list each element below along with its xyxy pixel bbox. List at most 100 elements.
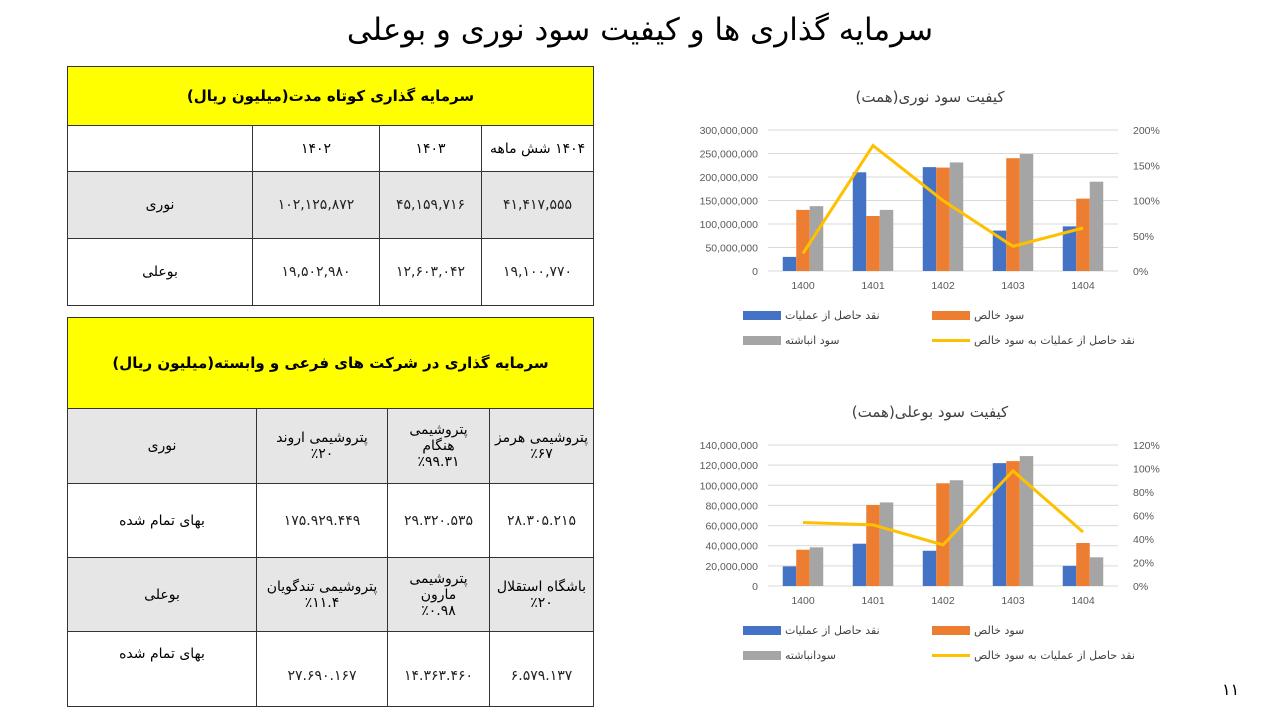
chart-plot: 0 20,000,000 40,000,000 60,000,000 80,000,00… <box>700 440 1160 607</box>
column-header: ۱۴۰۴ شش ماهه <box>481 125 595 172</box>
bar-1401-series-0 <box>852 543 867 586</box>
column-header: ۱۴۰۳ <box>379 125 483 172</box>
legend-item: سود انباشته <box>743 334 840 347</box>
company-cell: پتروشیمی هرمز ٪۶۷ <box>489 408 594 484</box>
bar-1402-series-1 <box>936 167 950 271</box>
y-tick-label: 100,000,000 <box>700 219 759 231</box>
cell: ۱۲,۶۰۳,۰۴۲ <box>379 238 483 306</box>
cell: ۲۹.۳۲۰.۵۳۵ <box>387 483 490 558</box>
bar-1403-series-0 <box>992 463 1007 586</box>
cell: ۱۴.۳۶۳.۴۶۰ <box>387 631 490 707</box>
bar-1400-series-1 <box>796 549 810 586</box>
legend-item: نقد حاصل از عملیات <box>743 309 880 322</box>
cell: ۴۵,۱۵۹,۷۱۶ <box>379 171 483 239</box>
x-tick-label: 1404 <box>1071 280 1095 292</box>
bar-1402-series-2 <box>949 480 964 586</box>
legend-item: سود خالص <box>932 309 1024 322</box>
company-cell: پتروشیمی تندگویان ٪۱۱.۴ <box>256 557 388 632</box>
bar-1402-series-2 <box>949 162 964 271</box>
y-tick-label: 100,000,000 <box>700 480 759 492</box>
row-label: بهای تمام شده <box>67 631 257 707</box>
bar-1403-series-2 <box>1019 456 1034 586</box>
company-cell: پتروشیمی هنگام ٪۹۹.۳۱ <box>387 408 490 484</box>
bar-1403-series-1 <box>1006 461 1020 586</box>
x-tick-label: 1402 <box>931 595 955 607</box>
legend-item: نقد حاصل از عملیات به سود خالص <box>932 649 1135 662</box>
y-tick-label: 300,000,000 <box>700 125 759 137</box>
bar-1400-series-0 <box>782 256 797 271</box>
legend-item: سودانباشته <box>743 649 836 662</box>
company-cell: پتروشیمی اروند ٪۲۰ <box>256 408 388 484</box>
y2-tick-label: 100% <box>1133 196 1160 208</box>
slide-title: سرمایه گذاری ها و کیفیت سود نوری و بوعلی <box>346 12 934 48</box>
y2-tick-label: 60% <box>1133 511 1154 523</box>
table-row: ۱۹,۱۰۰,۷۷۰ ۱۲,۶۰۳,۰۴۲ ۱۹,۵۰۲,۹۸۰ بوعلی <box>66 238 595 306</box>
bar-1404-series-2 <box>1089 557 1104 586</box>
y2-tick-label: 20% <box>1133 558 1154 570</box>
cost-row: ۲۸.۳۰۵.۲۱۵ ۲۹.۳۲۰.۵۳۵ ۱۷۵.۹۲۹.۴۴۹ بهای ت… <box>67 483 594 558</box>
y-tick-label: 0 <box>752 266 758 278</box>
row-label: بوعلی <box>67 557 257 632</box>
y-tick-label: 200,000,000 <box>700 172 759 184</box>
cell: ۲۷.۶۹۰.۱۶۷ <box>256 631 388 707</box>
legend-swatch <box>932 626 970 635</box>
bar-1400-series-2 <box>809 206 824 271</box>
bar-1404-series-0 <box>1062 565 1077 586</box>
legend-swatch <box>743 651 781 660</box>
column-header: ۱۴۰۲ <box>252 125 381 172</box>
bar-1404-series-1 <box>1076 198 1090 271</box>
chart-title: کیفیت سود بوعلی(همت) <box>851 403 1009 421</box>
cell: ۱۹,۵۰۲,۹۸۰ <box>252 238 381 306</box>
cost-row: ۶.۵۷۹.۱۳۷ ۱۴.۳۶۳.۴۶۰ ۲۷.۶۹۰.۱۶۷ بهای تما… <box>67 631 594 707</box>
y-tick-label: 40,000,000 <box>705 541 758 553</box>
chart-plot: 0 50,000,000 100,000,000 150,000,000 200,000… <box>700 125 1160 292</box>
bar-1401-series-2 <box>879 502 894 586</box>
y-tick-label: 250,000,000 <box>700 149 759 161</box>
table-header: سرمایه گذاری کوتاه مدت(میلیون ریال) <box>66 66 595 126</box>
legend-swatch <box>743 626 781 635</box>
y-tick-label: 60,000,000 <box>705 521 758 533</box>
legend-swatch <box>743 311 781 320</box>
y2-tick-label: 40% <box>1133 534 1154 546</box>
page-number: ۱۱ <box>1222 680 1240 699</box>
cell: ۶.۵۷۹.۱۳۷ <box>489 631 594 707</box>
x-tick-label: 1403 <box>1001 280 1025 292</box>
row-label: بهای تمام شده <box>67 483 257 558</box>
company-cell: باشگاه استقلال ٪۲۰ <box>489 557 594 632</box>
y-tick-label: 150,000,000 <box>700 196 759 208</box>
noori-earnings-quality-chart: کیفیت سود نوری(همت) 0 50,000,000 100,000,0… <box>680 80 1180 370</box>
bar-1401-series-1 <box>866 504 880 586</box>
legend-swatch <box>932 654 970 657</box>
cell: ۱۰۲,۱۲۵,۸۷۲ <box>252 171 381 239</box>
legend-item: نقد حاصل از عملیات به سود خالص <box>932 334 1135 347</box>
bar-1400-series-1 <box>796 209 810 271</box>
bar-1402-series-0 <box>922 167 937 271</box>
company-row: باشگاه استقلال ٪۲۰ پتروشیمی مارون ٪۰.۹۸ پت… <box>67 557 594 632</box>
x-tick-label: 1403 <box>1001 595 1025 607</box>
legend-swatch <box>932 311 970 320</box>
cell: ۱۹,۱۰۰,۷۷۰ <box>481 238 595 306</box>
company-cell: پتروشیمی مارون ٪۰.۹۸ <box>387 557 490 632</box>
bouali-earnings-quality-chart: کیفیت سود بوعلی(همت) 0 20,000,000 40,000,0… <box>680 395 1180 685</box>
y2-tick-label: 0% <box>1133 266 1148 278</box>
cell: ۱۷۵.۹۲۹.۴۴۹ <box>256 483 388 558</box>
y2-tick-label: 80% <box>1133 487 1154 499</box>
bar-1401-series-1 <box>866 216 880 271</box>
company-row: پتروشیمی هرمز ٪۶۷ پتروشیمی هنگام ٪۹۹.۳۱ پت… <box>67 408 594 484</box>
table-row: ۴۱,۴۱۷,۵۵۵ ۴۵,۱۵۹,۷۱۶ ۱۰۲,۱۲۵,۸۷۲ نوری <box>66 171 595 239</box>
bar-1404-series-2 <box>1089 181 1104 271</box>
legend-swatch <box>932 339 970 342</box>
y-tick-label: 50,000,000 <box>705 243 758 255</box>
bar-1400-series-0 <box>782 566 797 586</box>
bar-1403-series-1 <box>1006 158 1020 271</box>
bar-1402-series-1 <box>936 483 950 586</box>
y2-tick-label: 200% <box>1133 125 1160 137</box>
y-tick-label: 20,000,000 <box>705 561 758 573</box>
y-tick-label: 120,000,000 <box>700 460 759 472</box>
bar-1402-series-0 <box>922 550 937 586</box>
y2-tick-label: 50% <box>1133 231 1154 243</box>
short-term-investment-table: سرمایه گذاری کوتاه مدت(میلیون ریال) ۱۴۰۴… <box>66 66 595 306</box>
row-label: بوعلی <box>66 238 254 306</box>
bar-1404-series-0 <box>1062 226 1077 271</box>
chart-title: کیفیت سود نوری(همت) <box>855 88 1005 106</box>
